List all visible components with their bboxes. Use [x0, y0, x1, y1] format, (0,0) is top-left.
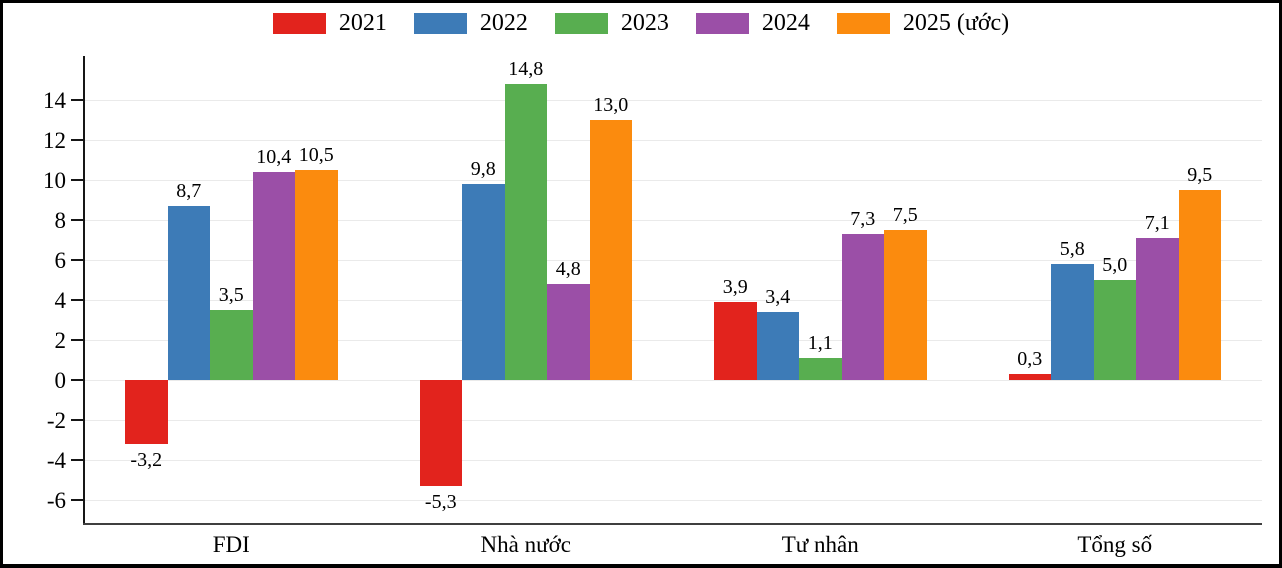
bar-value-label: -5,3 — [424, 491, 457, 513]
y-tick-label: 14 — [43, 88, 66, 113]
x-category-label: FDI — [212, 532, 250, 557]
bar-value-label: 8,7 — [176, 180, 202, 202]
y-axis-tick — [71, 219, 84, 221]
legend-entry-2022: 2022 — [413, 10, 528, 36]
gridline — [85, 259, 1262, 261]
bar — [210, 310, 253, 380]
legend-label: 2021 — [338, 10, 387, 36]
gridline — [85, 419, 1262, 421]
bar — [167, 206, 210, 380]
bar — [1008, 374, 1051, 380]
bar-value-label: 5,8 — [1059, 238, 1085, 260]
gridline — [85, 499, 1262, 501]
bar-value-label: 14,8 — [508, 58, 544, 80]
y-axis-tick — [71, 179, 84, 181]
bar-value-label: 3,4 — [765, 286, 791, 308]
gridline — [85, 99, 1262, 101]
x-axis-line — [83, 523, 1262, 525]
gridline — [85, 299, 1262, 301]
bar — [419, 380, 462, 486]
legend-swatch-icon — [554, 12, 608, 34]
y-tick-label: 6 — [54, 248, 67, 273]
legend-entry-2024: 2024 — [695, 10, 810, 36]
bar-value-label: 9,8 — [470, 158, 496, 180]
bar — [252, 172, 295, 380]
bar-value-label: 10,5 — [298, 144, 334, 166]
y-axis-tick — [71, 99, 84, 101]
bar — [462, 184, 505, 380]
y-tick-label: 8 — [54, 208, 67, 233]
x-category-label: Tổng số — [1077, 532, 1153, 557]
bar-value-label: 10,4 — [256, 146, 292, 168]
y-tick-label: 4 — [54, 288, 67, 313]
gridline — [85, 179, 1262, 181]
bar — [756, 312, 799, 380]
legend-entry-2023: 2023 — [554, 10, 669, 36]
x-category-label: Tư nhân — [781, 532, 859, 557]
legend: 2021 2022 2023 2024 2025 (ước) — [3, 10, 1279, 36]
y-axis-tick — [71, 139, 84, 141]
legend-label: 2025 (ước) — [902, 10, 1010, 36]
y-axis-tick — [71, 419, 84, 421]
bar-value-label: 4,8 — [555, 258, 581, 280]
bar — [504, 84, 547, 380]
y-tick-label: 12 — [43, 128, 66, 153]
bar — [1051, 264, 1094, 380]
bar-value-label: -3,2 — [130, 449, 163, 471]
legend-entry-2025-c-: 2025 (ước) — [836, 10, 1010, 36]
gridline — [85, 379, 1262, 381]
legend-label: 2023 — [620, 10, 669, 36]
bar — [125, 380, 168, 444]
bar — [841, 234, 884, 380]
y-tick-label: 10 — [43, 168, 66, 193]
bar-value-label: 1,1 — [807, 332, 833, 354]
gridline — [85, 459, 1262, 461]
legend-swatch-icon — [836, 12, 890, 34]
bar — [1136, 238, 1179, 380]
y-tick-label: -2 — [46, 408, 66, 433]
legend-label: 2022 — [479, 10, 528, 36]
y-tick-label: -4 — [46, 448, 66, 473]
legend-label: 2024 — [761, 10, 810, 36]
legend-entry-2021: 2021 — [272, 10, 387, 36]
legend-swatch-icon — [272, 12, 326, 34]
gridline — [85, 139, 1262, 141]
y-axis-line — [83, 56, 85, 524]
y-tick-label: -6 — [46, 488, 66, 513]
bar — [547, 284, 590, 380]
bar — [1178, 190, 1221, 380]
bar-value-label: 7,5 — [892, 204, 918, 226]
y-axis-tick — [71, 339, 84, 341]
bar — [589, 120, 632, 380]
y-axis-tick — [71, 499, 84, 501]
legend-swatch-icon — [413, 12, 467, 34]
y-axis-tick — [71, 299, 84, 301]
bar-value-label: 3,5 — [218, 284, 244, 306]
gridline — [85, 339, 1262, 341]
bar — [295, 170, 338, 380]
bar-value-label: 7,3 — [850, 208, 876, 230]
bar — [714, 302, 757, 380]
bar-value-label: 3,9 — [722, 276, 748, 298]
bar — [799, 358, 842, 380]
y-tick-label: 0 — [54, 368, 67, 393]
bar-value-label: 5,0 — [1102, 254, 1128, 276]
gridline — [85, 219, 1262, 221]
plot-area: -6 -4 -2 0 2 4 6 8 10 12 14 -3,2 -5,3 3,9 0,3 8,7 9,8 3,4… — [43, 56, 1262, 525]
legend-swatch-icon — [695, 12, 749, 34]
bar — [1093, 280, 1136, 380]
bar — [884, 230, 927, 380]
x-axis-labels: FDI Nhà nước Tư nhân Tổng số — [84, 531, 1262, 561]
bar-value-label: 7,1 — [1144, 212, 1170, 234]
y-axis-tick — [71, 459, 84, 461]
y-tick-label: 2 — [54, 328, 67, 353]
bar-value-label: 9,5 — [1187, 164, 1213, 186]
y-axis-tick — [71, 379, 84, 381]
x-category-label: Nhà nước — [480, 532, 571, 557]
bar-value-label: 0,3 — [1017, 348, 1043, 370]
y-axis-tick — [71, 259, 84, 261]
bar-value-label: 13,0 — [593, 94, 629, 116]
